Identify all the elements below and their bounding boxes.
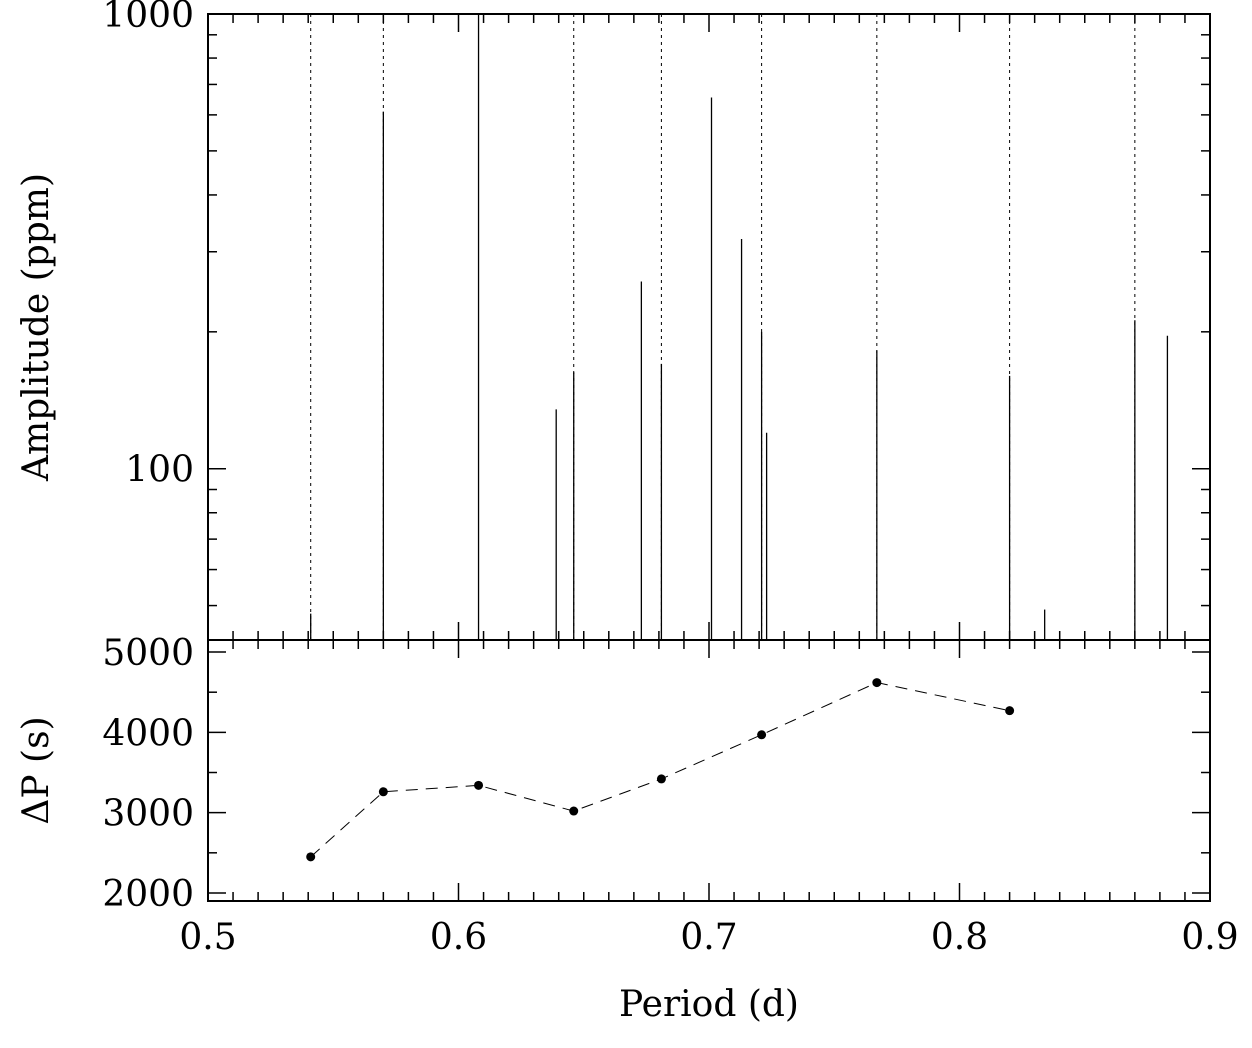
period-spacing-axis-ticks: 0.5 0.6 0.7 0.8 0.9 2000 3000 4000 5000 — [102, 633, 1238, 958]
period-spacing-point — [872, 678, 882, 688]
period-spacing-point — [306, 852, 316, 862]
period-spacing-line — [310, 682, 1010, 858]
axis-labels: Amplitude (ppm) ΔP (s) Period (d) — [16, 173, 799, 1025]
period-spacing-series — [306, 678, 1015, 862]
period-spacing-point — [569, 806, 579, 816]
period-spacing-point — [757, 730, 767, 740]
y-tick-label: 5000 — [102, 633, 194, 674]
x-tick-label: 0.7 — [680, 917, 737, 958]
period-spacing-axis-title: ΔP (s) — [16, 716, 57, 824]
amplitude-panel: 100 1000 — [102, 0, 1211, 641]
period-spacing-panel: 0.5 0.6 0.7 0.8 0.9 2000 3000 4000 5000 — [102, 633, 1238, 958]
period-spacing-point — [474, 780, 484, 790]
amplitude-panel-frame — [207, 13, 1211, 641]
y-tick-label: 2000 — [102, 874, 194, 915]
x-tick-label: 0.9 — [1181, 917, 1238, 958]
y-tick-label: 1000 — [102, 0, 194, 36]
amplitude-axis-title: Amplitude (ppm) — [16, 173, 57, 482]
x-tick-label: 0.5 — [179, 917, 236, 958]
y-tick-label: 4000 — [102, 713, 194, 754]
y-tick-label: 100 — [125, 450, 194, 491]
amplitude-bars — [310, 14, 1169, 640]
period-axis-title: Period (d) — [619, 984, 799, 1025]
period-spacing-point — [656, 774, 666, 784]
amplitude-axis-ticks: 100 1000 — [102, 0, 1211, 640]
period-spacing-point — [378, 787, 388, 797]
x-tick-label: 0.8 — [931, 917, 988, 958]
period-spacing-point — [1005, 706, 1015, 716]
period-spacing-panel-frame — [207, 639, 1211, 902]
y-tick-label: 3000 — [102, 794, 194, 835]
x-tick-label: 0.6 — [430, 917, 487, 958]
